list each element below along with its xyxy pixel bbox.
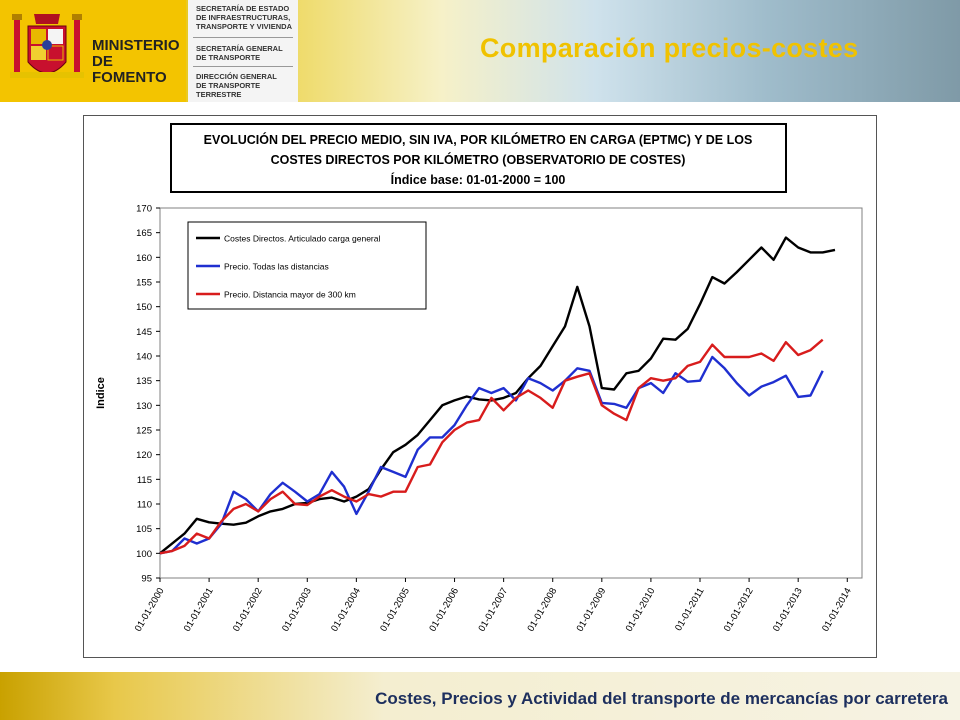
ministry-line-2: DE FOMENTO bbox=[92, 53, 167, 86]
legend-entry: Precio. Todas las distancias bbox=[224, 262, 329, 272]
y-tick-label: 130 bbox=[136, 401, 152, 412]
y-tick-label: 100 bbox=[136, 549, 152, 560]
dept-text: DE TRANSPORTE bbox=[196, 53, 261, 62]
coat-of-arms-icon bbox=[10, 14, 84, 78]
ministry-line-1: MINISTERIO bbox=[92, 37, 180, 54]
y-tick-label: 110 bbox=[137, 500, 152, 511]
y-tick-label: 95 bbox=[141, 574, 152, 585]
y-tick-label: 140 bbox=[136, 352, 152, 363]
ministry-name: MINISTERIO DE FOMENTO bbox=[92, 38, 186, 86]
dept-text: TERRESTRE bbox=[196, 90, 242, 99]
y-axis-label: Indice bbox=[95, 377, 107, 409]
y-tick-label: 160 bbox=[136, 253, 152, 264]
x-tick-label: 01-01-2011 bbox=[673, 586, 706, 633]
x-tick-label: 01-01-2008 bbox=[525, 586, 559, 634]
x-tick-label: 01-01-2014 bbox=[820, 586, 854, 634]
y-tick-label: 150 bbox=[136, 302, 152, 313]
y-tick-label: 145 bbox=[136, 327, 152, 338]
chart-title-line: Índice base: 01-01-2000 = 100 bbox=[391, 172, 566, 187]
chart-frame: EVOLUCIÓN DEL PRECIO MEDIO, SIN IVA, POR… bbox=[83, 115, 877, 658]
department-panel bbox=[188, 0, 298, 102]
y-tick-label: 155 bbox=[136, 278, 152, 289]
dept-text: SECRETARÍA DE ESTADO bbox=[196, 4, 290, 13]
dept-general-directorate: DIRECCIÓN GENERAL DE TRANSPORTE TERRESTR… bbox=[196, 72, 277, 99]
footer-text: Costes, Precios y Actividad del transpor… bbox=[375, 689, 948, 708]
dept-divider bbox=[193, 66, 293, 67]
y-tick-label: 135 bbox=[136, 376, 152, 387]
y-tick-label: 115 bbox=[137, 475, 152, 486]
x-tick-label: 01-01-2010 bbox=[624, 586, 658, 634]
dept-general-secretariat: SECRETARÍA GENERAL DE TRANSPORTE bbox=[196, 44, 283, 62]
legend-entry: Precio. Distancia mayor de 300 km bbox=[224, 290, 356, 300]
line-chart: EVOLUCIÓN DEL PRECIO MEDIO, SIN IVA, POR… bbox=[95, 123, 863, 634]
slide-title: Comparación precios-costes bbox=[480, 33, 859, 63]
y-tick-label: 105 bbox=[136, 524, 152, 535]
y-tick-label: 165 bbox=[136, 228, 152, 239]
y-tick-label: 125 bbox=[136, 426, 152, 437]
series-line-2 bbox=[159, 355, 824, 555]
header-banner: MINISTERIO DE FOMENTO SECRETARÍA DE ESTA… bbox=[0, 0, 960, 102]
dept-text: DIRECCIÓN GENERAL bbox=[196, 72, 277, 81]
y-tick-label: 120 bbox=[136, 450, 152, 461]
x-tick-label: 01-01-2012 bbox=[722, 586, 756, 634]
chart-title-line: EVOLUCIÓN DEL PRECIO MEDIO, SIN IVA, POR… bbox=[204, 132, 753, 147]
y-tick-label: 170 bbox=[136, 204, 152, 215]
ministry-logo: MINISTERIO DE FOMENTO bbox=[0, 0, 186, 102]
x-tick-label: 01-01-2004 bbox=[329, 586, 363, 634]
x-tick-label: 01-01-2006 bbox=[427, 586, 461, 634]
dept-text: DE TRANSPORTE bbox=[196, 81, 261, 90]
series-line-1 bbox=[159, 236, 836, 555]
dept-text: DE INFRAESTRUCTURAS, bbox=[196, 13, 291, 22]
legend-entry: Costes Directos. Articulado carga genera… bbox=[224, 234, 380, 244]
chart-title-line: COSTES DIRECTOS POR KILÓMETRO (OBSERVATO… bbox=[271, 152, 686, 167]
x-tick-label: 01-01-2001 bbox=[182, 586, 216, 634]
x-tick-label: 01-01-2005 bbox=[378, 586, 412, 634]
dept-state-secretariat: SECRETARÍA DE ESTADO DE INFRAESTRUCTURAS… bbox=[196, 4, 292, 31]
footer-banner: Costes, Precios y Actividad del transpor… bbox=[0, 672, 960, 720]
legend-box bbox=[187, 221, 427, 310]
x-tick-label: 01-01-2009 bbox=[575, 586, 609, 634]
x-tick-label: 01-01-2002 bbox=[231, 586, 265, 634]
chart-title-box bbox=[170, 123, 787, 193]
x-tick-label: 01-01-2013 bbox=[771, 586, 805, 634]
series-line-3 bbox=[159, 338, 824, 555]
x-tick-label: 01-01-2003 bbox=[280, 586, 314, 634]
x-tick-label: 01-01-2007 bbox=[476, 586, 510, 634]
dept-divider bbox=[193, 37, 293, 38]
dept-text: TRANSPORTE Y VIVIENDA bbox=[196, 22, 292, 31]
dept-text: SECRETARÍA GENERAL bbox=[196, 44, 283, 53]
x-tick-label: 01-01-2000 bbox=[133, 586, 167, 634]
